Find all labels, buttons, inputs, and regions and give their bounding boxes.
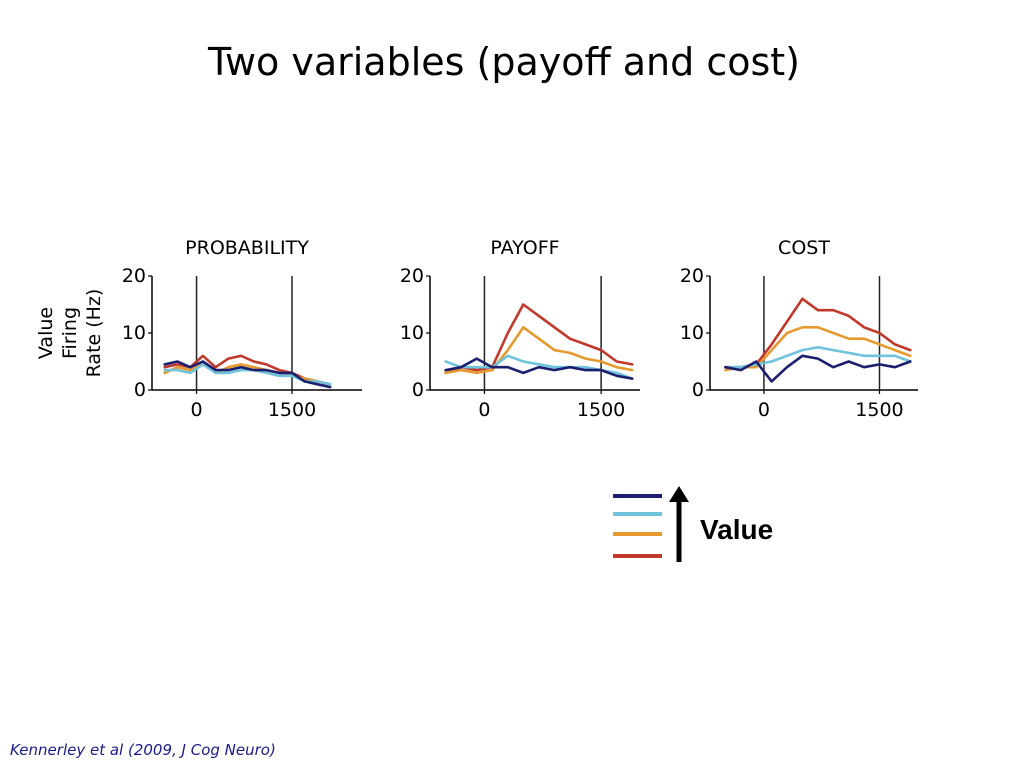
panel-title: COST: [778, 237, 830, 259]
series-line-orange: [444, 325, 634, 375]
y-tick-label: 0: [412, 379, 424, 401]
series-line-dark-blue: [444, 357, 634, 380]
series-line-orange: [724, 325, 912, 372]
series-line-orange: [163, 360, 332, 386]
panel-title: PROBABILITY: [185, 237, 309, 259]
y-tick-label: 20: [680, 265, 704, 287]
series-line-light-blue: [724, 345, 912, 369]
panel-title: PAYOFF: [490, 237, 559, 259]
x-tick-label: 0: [190, 399, 202, 421]
series-line-red: [444, 303, 634, 375]
y-tick-label: 0: [692, 379, 704, 401]
x-tick-label: 0: [478, 399, 490, 421]
y-tick-label: 20: [122, 265, 146, 287]
y-tick-label: 20: [400, 265, 424, 287]
chart-panel-probability: PROBABILITY 0 10 20 0 1500 Value Firing Rate (Hz…: [35, 237, 362, 421]
value-arrow-head-icon: [669, 486, 689, 502]
x-tick-label: 1500: [577, 399, 625, 421]
y-axis-label: Value: [35, 307, 57, 359]
y-tick-label: 0: [134, 379, 146, 401]
x-tick-label: 1500: [855, 399, 903, 421]
chart-panel-cost: COST 0 10 20 0 1500: [680, 237, 918, 421]
citation: Kennerley et al (2009, J Cog Neuro): [10, 741, 276, 759]
chart-panel-payoff: PAYOFF 0 10 20 0 1500: [400, 237, 640, 421]
y-axis-label: Rate (Hz): [83, 289, 105, 378]
y-tick-label: 10: [122, 322, 146, 344]
slide-title: Two variables (payoff and cost): [208, 40, 800, 84]
series-line-dark-blue: [724, 354, 912, 383]
legend: [613, 486, 689, 562]
x-tick-label: 0: [758, 399, 770, 421]
legend-value-label: Value: [700, 514, 774, 545]
x-tick-label: 1500: [268, 399, 316, 421]
y-tick-label: 10: [400, 322, 424, 344]
y-axis-label: Firing: [59, 307, 81, 359]
series-line-dark-blue: [163, 360, 332, 389]
y-tick-label: 10: [680, 322, 704, 344]
